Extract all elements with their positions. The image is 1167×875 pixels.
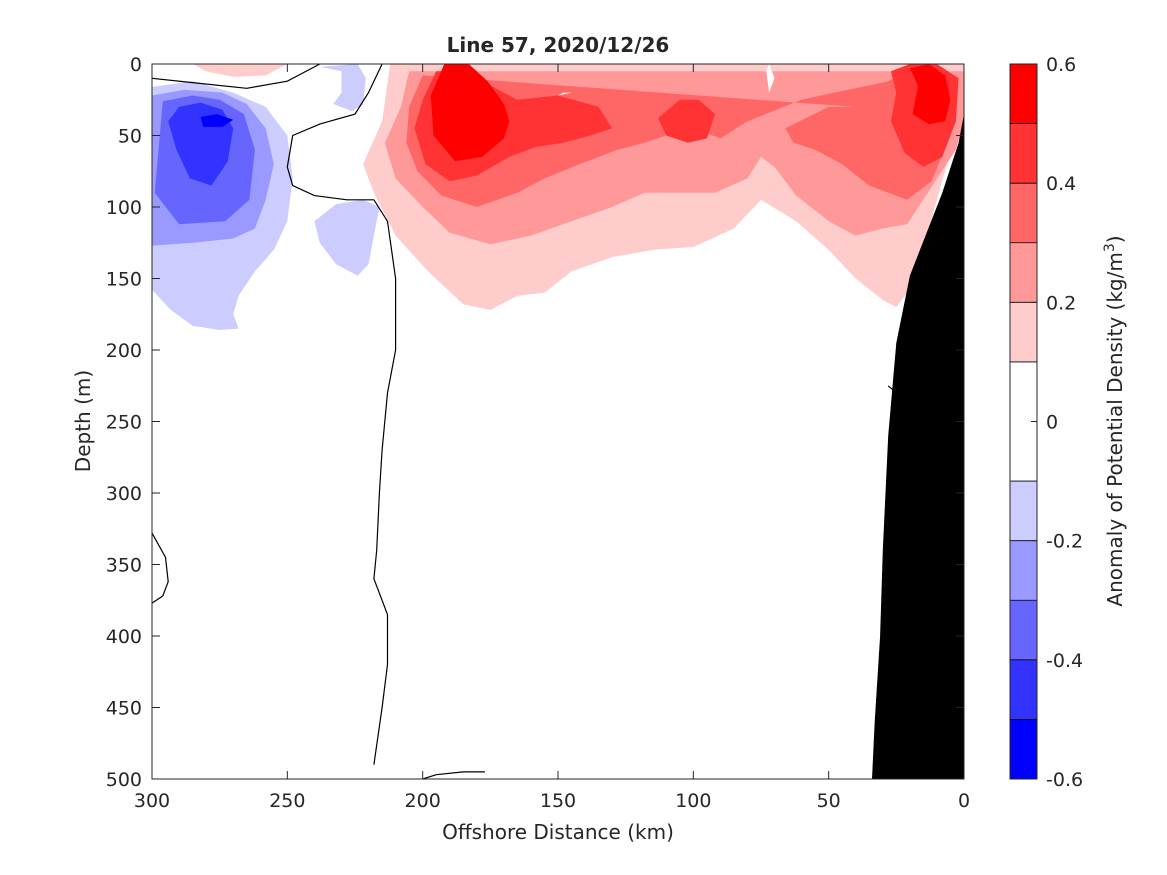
y-tick-label: 200 <box>106 340 142 362</box>
negative-anomaly-west-region <box>200 114 234 127</box>
colorbar-label-text: Anomaly of Potential Density (kg/m <box>1103 252 1127 606</box>
y-axis-label: Depth (m) <box>71 370 95 472</box>
y-tick-label: 250 <box>106 412 142 434</box>
y-tick-label: 500 <box>106 769 142 791</box>
chart-title: Line 57, 2020/12/26 <box>447 33 670 57</box>
x-tick-label: 100 <box>675 790 711 812</box>
colorbar-ticks: 0.6 0.4 0.2 0 -0.2 -0.4 -0.6 <box>1031 54 1083 791</box>
y-tick-label: 50 <box>118 126 142 148</box>
x-tick-label: 0 <box>958 790 970 812</box>
positive-anomaly-main-region <box>658 99 715 143</box>
x-tick-label: 300 <box>134 790 170 812</box>
negative-anomaly-mid-region <box>319 64 366 112</box>
colorbar-band <box>1010 242 1037 303</box>
colorbar-tick-label: -0.6 <box>1046 769 1083 791</box>
colorbar-tick-label: 0.6 <box>1046 54 1076 76</box>
zero-gap-region <box>766 64 775 93</box>
y-axis-ticks: 0 50 100 150 200 250 300 350 400 450 500 <box>106 54 964 791</box>
y-tick-label: 0 <box>130 54 142 76</box>
zero-contour-deep-line <box>152 532 169 604</box>
x-tick-label: 150 <box>540 790 576 812</box>
x-tick-label: 50 <box>817 790 841 812</box>
x-axis-label: Offshore Distance (km) <box>442 820 674 844</box>
y-tick-label: 450 <box>106 698 142 720</box>
colorbar-tick-label: -0.4 <box>1046 650 1083 672</box>
colorbar-band <box>1010 600 1037 660</box>
positive-anomaly-main-region <box>909 64 951 125</box>
y-tick-label: 150 <box>106 269 142 291</box>
anomaly-fill-layer <box>152 64 964 330</box>
colorbar-band <box>1010 540 1037 601</box>
y-tick-label: 400 <box>106 626 142 648</box>
colorbar-band <box>1010 719 1037 779</box>
colorbar-band <box>1010 302 1037 362</box>
y-tick-label: 100 <box>106 197 142 219</box>
y-tick-label: 350 <box>106 555 142 577</box>
colorbar-label-superscript: 3 <box>1102 243 1118 252</box>
y-tick-label: 300 <box>106 483 142 505</box>
positive-anomaly-surface-west-region <box>192 64 288 77</box>
positive-anomaly-main-region <box>430 64 510 162</box>
x-tick-label: 200 <box>405 790 441 812</box>
negative-anomaly-mid-region <box>314 199 380 276</box>
zero-contour-line <box>152 64 321 89</box>
bathymetry-layer <box>872 114 964 779</box>
x-tick-label: 250 <box>269 790 305 812</box>
colorbar-label-close: ) <box>1103 235 1127 243</box>
colorbar-frame <box>1009 63 1038 780</box>
colorbar-band <box>1010 123 1037 184</box>
continental-shelf <box>872 114 964 779</box>
colorbar-label: Anomaly of Potential Density (kg/m3) <box>1102 235 1127 606</box>
zero-contour-bottom-line <box>422 771 485 779</box>
x-axis-ticks: 300 250 200 150 100 50 0 <box>134 64 970 812</box>
colorbar-tick-label: -0.2 <box>1046 531 1083 553</box>
colorbar-band <box>1010 481 1037 541</box>
colorbar-tick-label: 0 <box>1046 412 1058 434</box>
zero-contour-line <box>286 64 397 765</box>
colorbar-band <box>1010 659 1037 720</box>
colorbar-band <box>1010 183 1037 243</box>
colorbar-tick-label: 0.2 <box>1046 292 1076 314</box>
zero-gap-region <box>558 92 572 96</box>
colorbar-band <box>1010 64 1037 124</box>
colorbar-tick-label: 0.4 <box>1046 173 1076 195</box>
